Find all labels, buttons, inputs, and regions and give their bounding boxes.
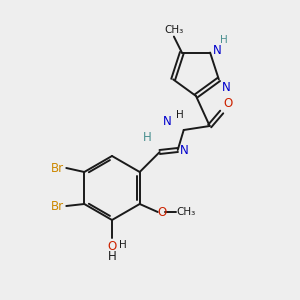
Text: O: O (224, 97, 233, 110)
Text: H: H (143, 131, 152, 144)
Text: H: H (119, 240, 127, 250)
Text: Br: Br (51, 200, 64, 212)
Text: H: H (176, 110, 184, 120)
Text: H: H (108, 250, 116, 263)
Text: N: N (163, 115, 172, 128)
Text: N: N (180, 143, 188, 157)
Text: O: O (107, 240, 117, 253)
Text: O: O (158, 206, 167, 218)
Text: N: N (222, 81, 231, 94)
Text: N: N (213, 44, 222, 57)
Text: CH₃: CH₃ (177, 207, 196, 217)
Text: Br: Br (51, 161, 64, 175)
Text: CH₃: CH₃ (164, 25, 184, 34)
Text: H: H (220, 34, 228, 45)
